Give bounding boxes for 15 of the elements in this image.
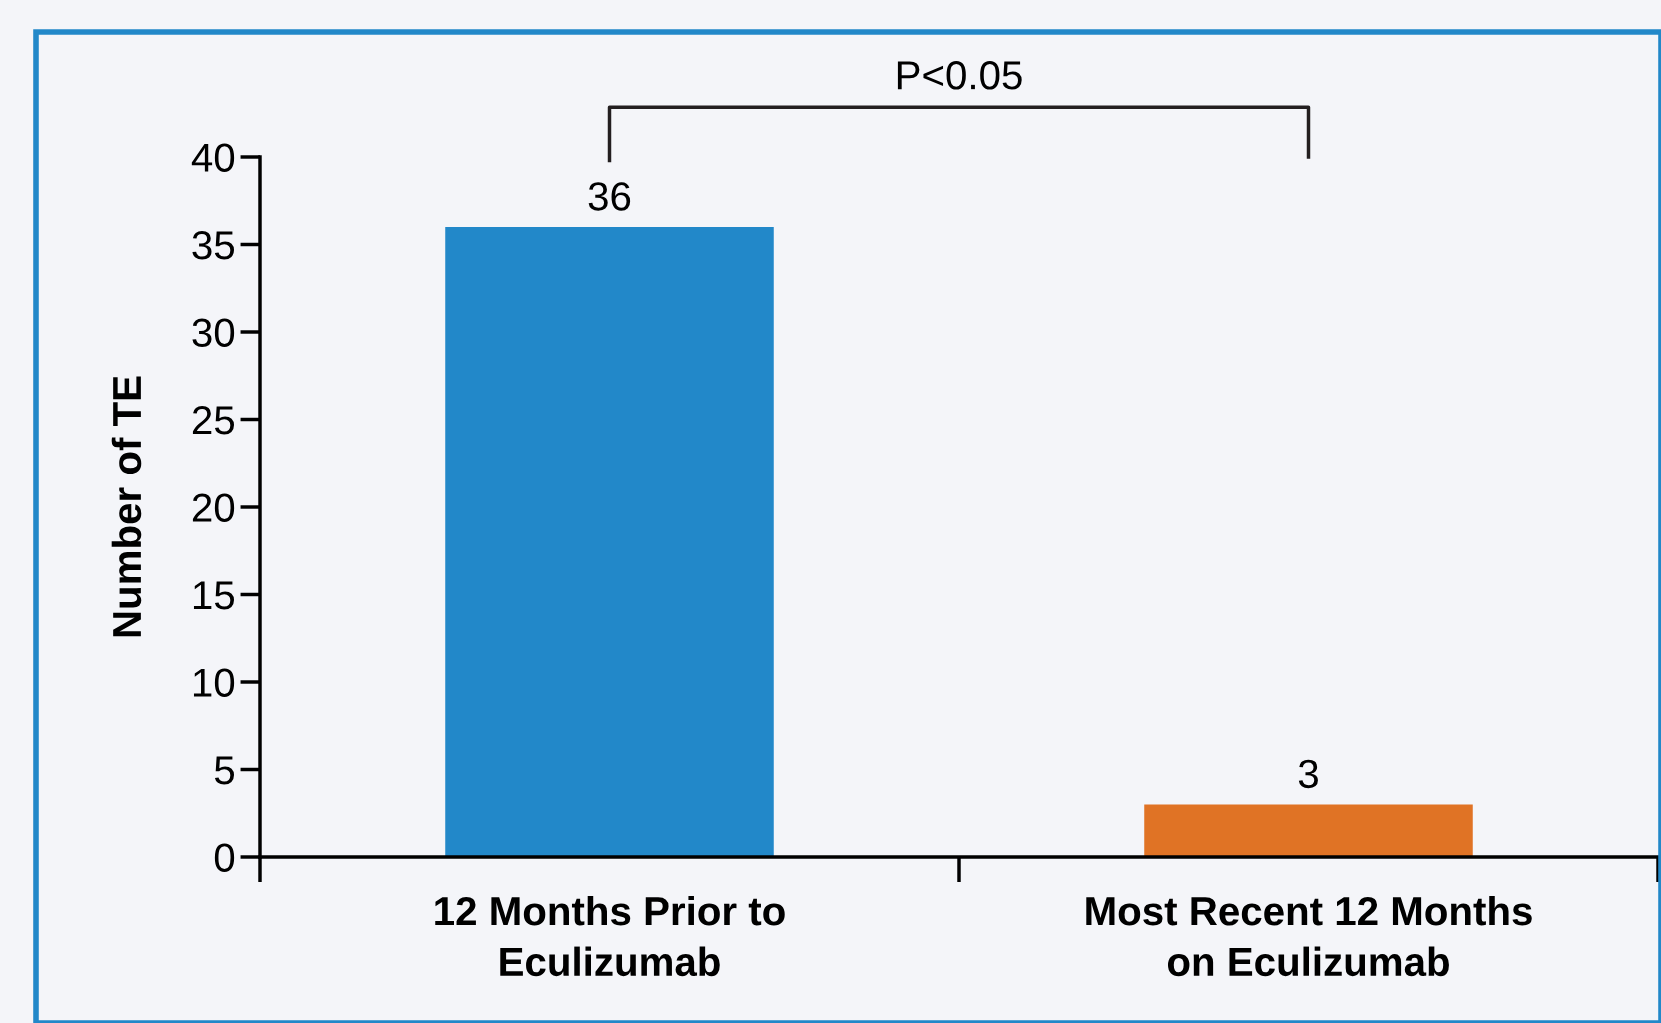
y-tick-label: 25	[192, 405, 235, 435]
text: P<0.05	[897, 61, 1022, 90]
x-tick-label: Most Recent 12 Months on Eculizumab	[1086, 895, 1532, 977]
y-tick-label: 30	[192, 318, 235, 347]
x-tick-label: 12 Months Prior to Eculizumab	[435, 895, 785, 977]
y-tick-label: 40	[191, 143, 235, 172]
y-tick-label: 20	[192, 493, 235, 522]
data-label: 3	[1298, 759, 1318, 789]
y-tick-label: 15	[193, 581, 235, 610]
data-label: 36	[588, 182, 631, 211]
y-tick-label: 35	[192, 230, 235, 260]
y-tick-label: 0	[214, 843, 235, 872]
y-tick-label: 5	[214, 756, 235, 785]
y-tick-label: 10	[193, 668, 235, 697]
y-axis-title: Number of TE	[111, 376, 142, 637]
